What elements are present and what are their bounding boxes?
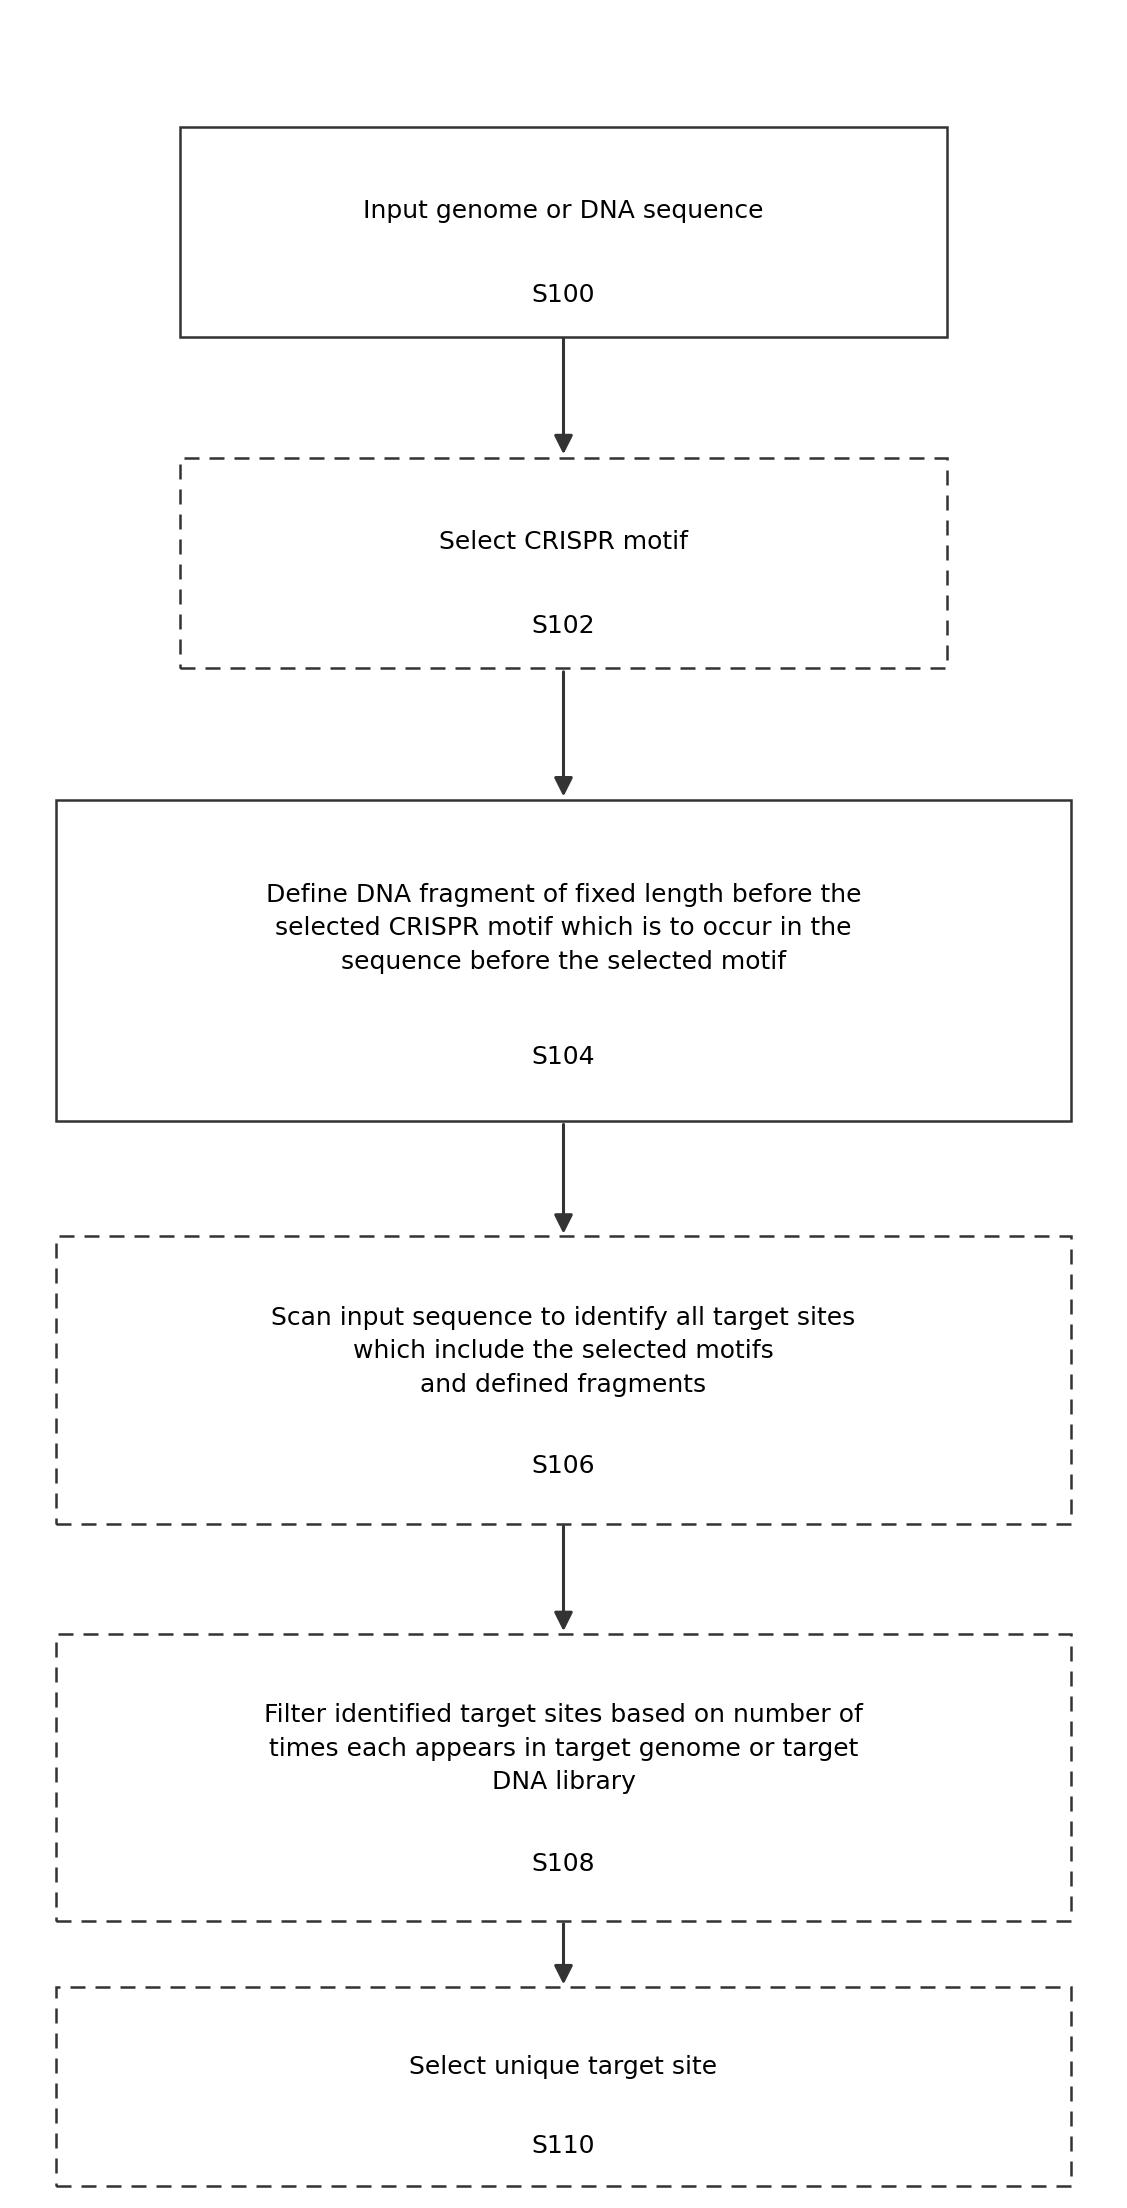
Text: Select unique target site: Select unique target site (409, 2056, 718, 2078)
Text: S108: S108 (532, 1853, 595, 1875)
Text: S110: S110 (532, 2135, 595, 2157)
FancyBboxPatch shape (56, 1634, 1071, 1921)
Text: Select CRISPR motif: Select CRISPR motif (440, 530, 687, 554)
Text: Scan input sequence to identify all target sites
which include the selected moti: Scan input sequence to identify all targ… (272, 1305, 855, 1398)
FancyBboxPatch shape (180, 459, 947, 667)
Text: Filter identified target sites based on number of
times each appears in target g: Filter identified target sites based on … (264, 1702, 863, 1795)
FancyBboxPatch shape (56, 1236, 1071, 1524)
FancyBboxPatch shape (56, 1987, 1071, 2186)
Text: S100: S100 (532, 283, 595, 307)
Text: S102: S102 (532, 614, 595, 638)
Text: Define DNA fragment of fixed length before the
selected CRISPR motif which is to: Define DNA fragment of fixed length befo… (266, 883, 861, 974)
FancyBboxPatch shape (180, 126, 947, 336)
Text: S106: S106 (532, 1455, 595, 1477)
Text: S104: S104 (532, 1044, 595, 1069)
Text: Input genome or DNA sequence: Input genome or DNA sequence (363, 199, 764, 223)
FancyBboxPatch shape (56, 802, 1071, 1122)
